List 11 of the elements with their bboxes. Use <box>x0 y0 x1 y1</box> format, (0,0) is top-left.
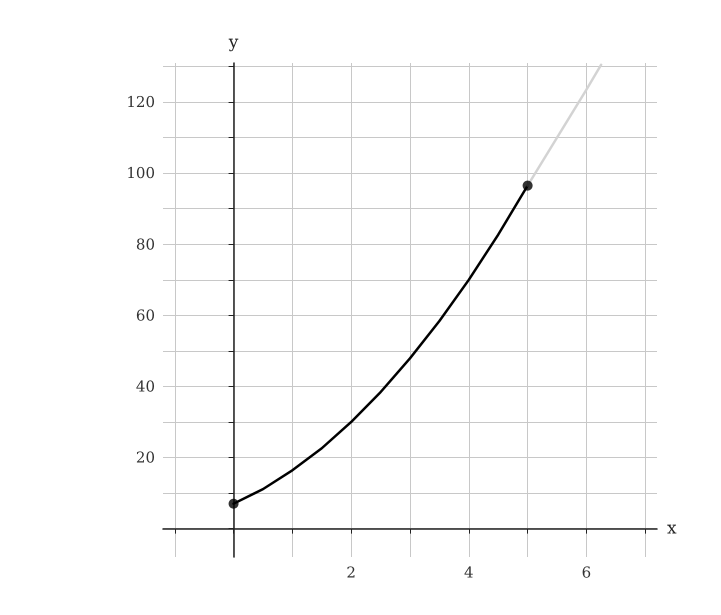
y-tick-label: 80 <box>136 235 155 254</box>
y-tick-label: 40 <box>136 377 155 396</box>
x-tick-label: 6 <box>582 564 592 582</box>
y-tick-label: 120 <box>126 93 155 112</box>
x-axis-title: x <box>667 518 677 539</box>
x-tick-label: 4 <box>464 564 474 582</box>
y-tick-label: 60 <box>136 306 155 324</box>
y-tick-label: 100 <box>126 164 155 182</box>
y-axis-title: y <box>228 32 239 52</box>
y-tick-label: 20 <box>136 448 155 466</box>
x-tick-label: 2 <box>346 564 356 582</box>
